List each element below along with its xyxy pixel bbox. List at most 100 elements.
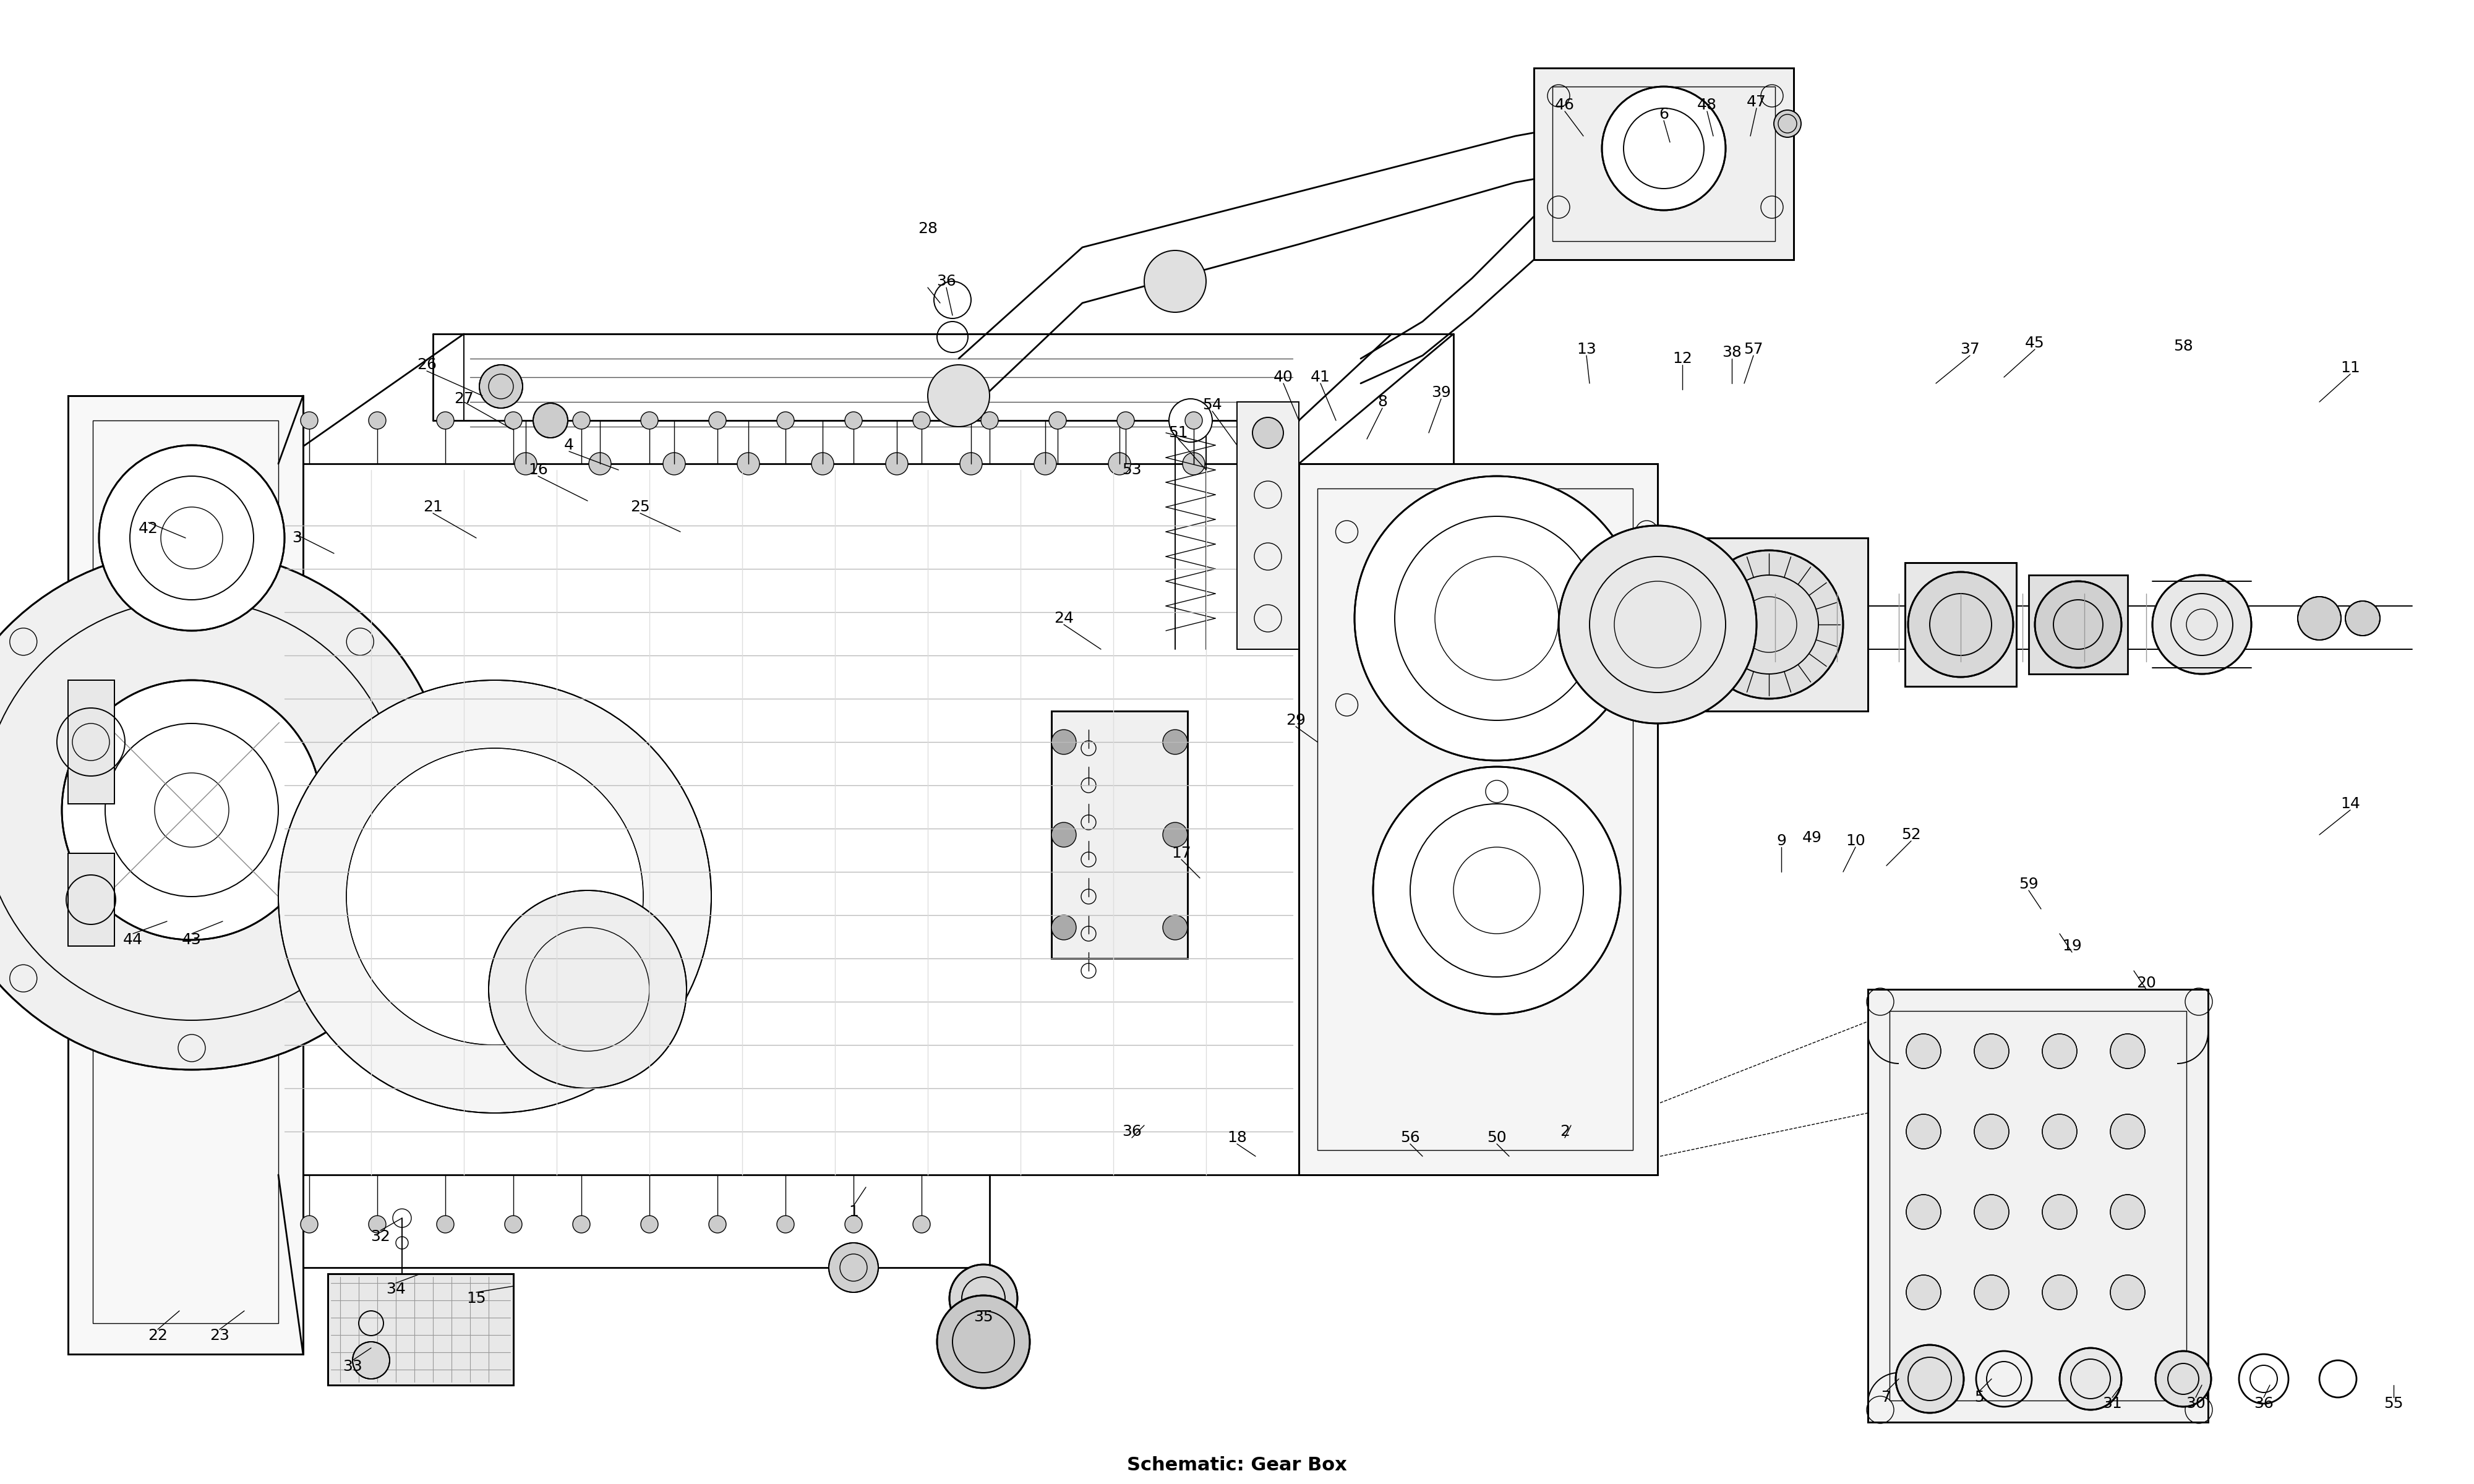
Text: 44: 44 [124,932,143,947]
Text: 28: 28 [918,221,938,236]
Text: 42: 42 [139,521,158,536]
Circle shape [574,411,591,429]
Circle shape [1170,399,1212,442]
Circle shape [1163,730,1188,754]
Text: 12: 12 [1672,352,1692,367]
Circle shape [1695,551,1843,699]
Text: 35: 35 [975,1309,992,1324]
Text: 36: 36 [938,275,955,289]
Bar [327,1273,515,1385]
Circle shape [2155,1350,2212,1407]
Text: 41: 41 [1311,370,1331,384]
Bar [327,1273,515,1385]
Text: 22: 22 [148,1328,168,1343]
Circle shape [574,1215,591,1233]
Circle shape [505,411,522,429]
Circle shape [641,411,658,429]
Text: 13: 13 [1576,341,1596,356]
Circle shape [2152,574,2251,674]
Text: 19: 19 [2063,938,2081,953]
Circle shape [490,890,688,1088]
Circle shape [663,453,685,475]
Circle shape [1185,411,1202,429]
Bar [1868,990,2209,1422]
Circle shape [1049,411,1066,429]
Bar [2029,574,2128,674]
Text: 16: 16 [529,463,547,478]
Text: 58: 58 [2175,338,2192,353]
Circle shape [710,1215,727,1233]
Circle shape [1774,110,1801,137]
Circle shape [913,411,930,429]
Circle shape [1974,1034,2009,1068]
Circle shape [1163,822,1188,847]
Text: 24: 24 [1054,611,1074,626]
Circle shape [1905,1195,1940,1229]
Circle shape [480,365,522,408]
Text: 30: 30 [2187,1396,2204,1411]
Bar [1670,537,1868,711]
Circle shape [354,1342,391,1379]
Circle shape [2044,1195,2078,1229]
Circle shape [641,1215,658,1233]
Circle shape [886,453,908,475]
Circle shape [1895,1345,1964,1413]
Text: 33: 33 [344,1359,361,1374]
Circle shape [2044,1114,2078,1149]
Circle shape [2058,1347,2123,1410]
Text: 45: 45 [2026,335,2044,350]
Bar [1868,990,2209,1422]
Text: 29: 29 [1286,712,1306,727]
Circle shape [2034,582,2123,668]
Circle shape [369,411,386,429]
Circle shape [505,1215,522,1233]
Text: 32: 32 [371,1229,391,1244]
Circle shape [1257,453,1279,475]
Text: 48: 48 [1697,98,1717,113]
Circle shape [1974,1275,2009,1309]
Bar [1299,463,1658,1175]
Circle shape [1108,453,1131,475]
Circle shape [980,411,999,429]
Text: 21: 21 [423,500,443,515]
Text: 27: 27 [455,392,473,407]
Bar [1670,537,1868,711]
Text: 52: 52 [1903,828,1920,841]
Circle shape [1907,571,2014,677]
Text: 37: 37 [1959,341,1979,356]
Circle shape [1252,417,1284,448]
Text: 11: 11 [2340,361,2360,375]
Text: 17: 17 [1173,846,1190,861]
Text: 5: 5 [1974,1391,1984,1405]
Text: 3: 3 [292,530,302,545]
Circle shape [2110,1114,2145,1149]
Circle shape [62,680,322,939]
Circle shape [913,1215,930,1233]
Text: 10: 10 [1846,834,1865,849]
Text: 31: 31 [2103,1396,2123,1411]
Bar [1905,562,2016,686]
Circle shape [302,1215,317,1233]
Circle shape [1905,1114,1940,1149]
Circle shape [1905,1275,1940,1309]
Text: 57: 57 [1744,341,1764,356]
Circle shape [1118,411,1133,429]
Circle shape [589,453,611,475]
Bar [1237,402,1299,650]
Text: 59: 59 [2019,877,2039,892]
Circle shape [1143,251,1207,312]
Text: 47: 47 [1747,95,1766,110]
Circle shape [2298,597,2340,640]
Bar [69,396,302,1353]
Bar [1299,463,1658,1175]
Circle shape [2110,1034,2145,1068]
Text: 20: 20 [2138,976,2155,991]
Text: Schematic: Gear Box: Schematic: Gear Box [1128,1456,1346,1475]
Text: 49: 49 [1804,831,1821,846]
Circle shape [99,445,285,631]
Text: 36: 36 [1123,1125,1141,1140]
Circle shape [1163,916,1188,939]
Text: 2: 2 [1561,1125,1571,1140]
Bar [69,853,114,947]
Text: 51: 51 [1168,426,1188,441]
